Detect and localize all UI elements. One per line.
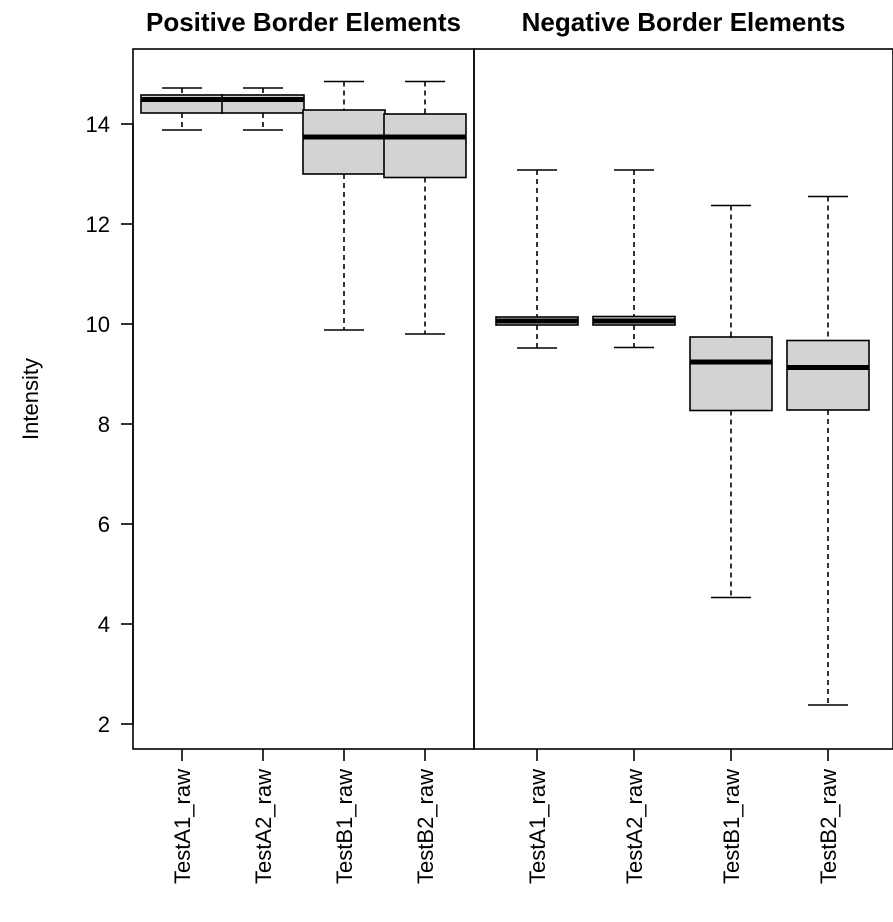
x-tick-label: TestA2_raw: [622, 769, 647, 884]
iqr-box: [689, 336, 773, 412]
panel-title: Positive Border Elements: [146, 7, 461, 37]
panel-2: Negative Border Elements TestA1_raw TestA2…: [473, 7, 893, 884]
box-TestA2_raw: TestA2_raw: [221, 87, 305, 884]
y-axis: 2 4 6 8 10 12 14: [86, 112, 134, 737]
panel-title: Negative Border Elements: [522, 7, 846, 37]
x-tick-label: TestA1_raw: [170, 769, 195, 884]
y-axis-label: Intensity: [18, 358, 43, 440]
y-tick-label: 10: [86, 312, 110, 337]
box-TestA1_raw: TestA1_raw: [140, 87, 224, 884]
panel-border: [473, 48, 893, 750]
box-TestA2_raw: TestA2_raw: [592, 169, 676, 884]
y-tick-label: 14: [86, 112, 110, 137]
iqr-box: [383, 113, 467, 179]
iqr-box: [786, 339, 870, 411]
box-TestB2_raw: TestB2_raw: [786, 195, 870, 884]
chart-panels: Positive Border Elements TestA1_raw TestA2…: [132, 7, 893, 884]
x-tick-label: TestB2_raw: [413, 769, 438, 884]
x-tick-label: TestB1_raw: [719, 769, 744, 884]
x-tick-label: TestB1_raw: [332, 769, 357, 884]
panel-1: Positive Border Elements TestA1_raw TestA2…: [132, 7, 475, 884]
y-tick-label: 4: [98, 612, 110, 637]
x-tick-label: TestA2_raw: [251, 769, 276, 884]
y-tick-label: 12: [86, 212, 110, 237]
box-TestB1_raw: TestB1_raw: [302, 80, 386, 884]
x-tick-label: TestB2_raw: [816, 769, 841, 884]
box-TestB2_raw: TestB2_raw: [383, 80, 467, 884]
x-tick-label: TestA1_raw: [525, 769, 550, 884]
y-tick-label: 6: [98, 512, 110, 537]
y-tick-label: 8: [98, 412, 110, 437]
box-TestB1_raw: TestB1_raw: [689, 204, 773, 884]
y-tick-label: 2: [98, 712, 110, 737]
iqr-box: [302, 109, 386, 175]
box-TestA1_raw: TestA1_raw: [495, 169, 579, 884]
